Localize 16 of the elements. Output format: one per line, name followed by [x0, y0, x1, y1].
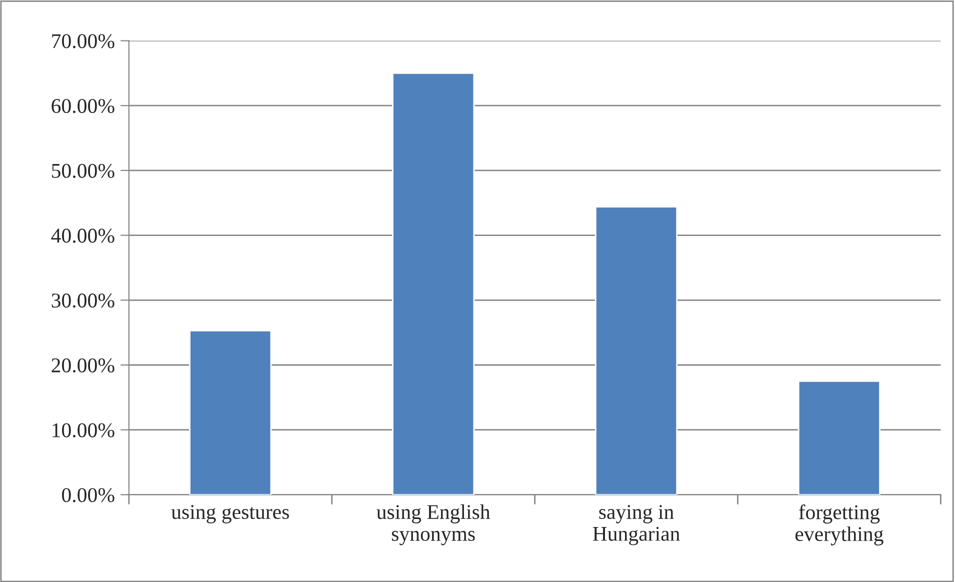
x-tick-label: using gestures: [171, 505, 289, 524]
y-tick-label: 0.00%: [62, 488, 114, 502]
y-tick-label: 20.00%: [52, 358, 114, 373]
y-tick-label: 60.00%: [52, 98, 114, 114]
x-tick-label: forgetting everything: [795, 504, 884, 546]
y-tick-label: 40.00%: [51, 228, 114, 243]
y-tick-label: 70.00%: [52, 34, 114, 48]
bar: [594, 206, 678, 495]
bar: [189, 330, 272, 495]
bar: [798, 380, 880, 495]
bar: [392, 72, 475, 495]
y-tick-label: 30.00%: [52, 294, 114, 308]
y-tick-label: 50.00%: [52, 164, 114, 178]
x-tick-label: using English synonyms: [376, 504, 490, 546]
x-tick-label: saying in Hungarian: [592, 505, 680, 546]
y-tick-label: 10.00%: [52, 423, 114, 438]
